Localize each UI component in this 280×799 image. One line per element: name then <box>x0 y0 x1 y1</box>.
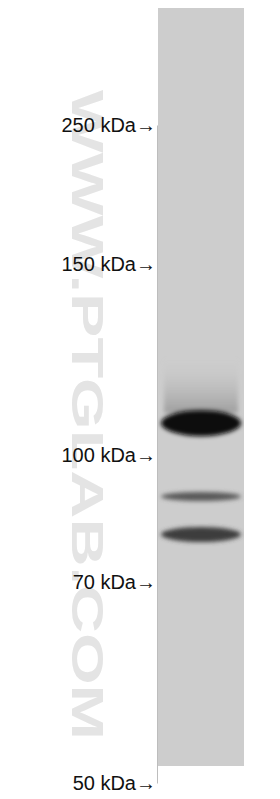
tick: 250 kDa→ <box>62 114 158 136</box>
band <box>161 410 241 436</box>
band-smear <box>164 358 238 413</box>
tick-label: 70 kDa→ <box>73 571 156 593</box>
lane <box>158 8 244 766</box>
tick-label: 50 kDa→ <box>73 772 156 794</box>
band <box>161 492 241 501</box>
tick-label: 250 kDa→ <box>62 114 157 136</box>
blot-figure: WWW.PTGLAB.COM 50 kDa→ 70 kDa→ 100 kDa→ 150 … <box>0 0 280 799</box>
tick: 50 kDa→ <box>73 772 157 794</box>
tick-label: 100 kDa→ <box>62 444 157 466</box>
tick: 100 kDa→ <box>62 444 158 466</box>
bands <box>161 358 241 542</box>
tick: 150 kDa→ <box>62 253 158 275</box>
watermark: WWW.PTGLAB.COM <box>63 90 112 740</box>
tick-label: 150 kDa→ <box>62 253 157 275</box>
y-axis: 50 kDa→ 70 kDa→ 100 kDa→ 150 kDa→ 250 kDa→ <box>62 114 158 794</box>
tick: 70 kDa→ <box>73 571 157 593</box>
axis-line <box>157 126 158 784</box>
band <box>161 527 241 542</box>
